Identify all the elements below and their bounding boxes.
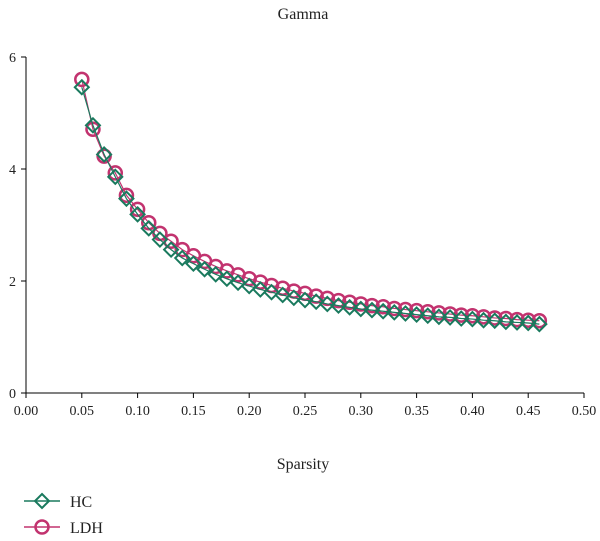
plot-series (73, 71, 548, 333)
legend-item-hc: HC (24, 492, 92, 511)
data-point-hc (330, 297, 347, 315)
x-tick-label: 0.00 (14, 404, 39, 419)
x-tick-label: 0.25 (293, 404, 318, 419)
data-point-hc (251, 280, 269, 298)
data-point-hc (419, 307, 437, 325)
legend-label-hc: HC (70, 494, 92, 511)
data-point-hc (95, 146, 113, 163)
legend-marker-ldh (34, 519, 50, 535)
data-point-hc (408, 306, 426, 324)
data-point-hc (196, 260, 213, 278)
x-tick-label: 0.50 (572, 404, 597, 419)
x-tick-label: 0.20 (237, 404, 262, 419)
data-point-hc (341, 298, 359, 316)
data-point-hc (307, 293, 325, 311)
x-tick-label: 0.05 (70, 404, 95, 419)
data-point-hc (162, 241, 180, 259)
data-point-hc (84, 116, 102, 134)
data-point-hc (184, 255, 202, 273)
series-hc (73, 78, 548, 333)
x-tick-label: 0.40 (460, 404, 485, 419)
x-tick-label: 0.30 (349, 404, 374, 419)
data-point-ldh (74, 71, 90, 88)
data-point-ldh (85, 121, 101, 137)
data-point-hc (385, 303, 403, 321)
data-point-hc (363, 301, 381, 319)
data-point-ldh (118, 187, 135, 204)
data-point-hc (106, 168, 124, 186)
data-point-hc (118, 190, 135, 208)
legend-label-ldh: LDH (70, 520, 103, 537)
y-tick-label: 6 (9, 51, 16, 66)
data-point-hc (452, 310, 470, 327)
data-point-hc (352, 300, 370, 318)
data-point-hc (229, 274, 247, 292)
x-axis-title: Sparsity (277, 456, 329, 473)
data-point-ldh (308, 288, 324, 304)
data-point-hc (73, 78, 91, 96)
data-point-ldh (141, 215, 157, 231)
data-point-hc (296, 291, 314, 309)
chart-title: Gamma (278, 6, 329, 23)
data-point-hc (207, 265, 225, 283)
data-point-hc (218, 270, 236, 288)
data-point-hc (285, 289, 303, 307)
legend: HC LDH (24, 492, 103, 537)
data-point-hc (263, 283, 280, 301)
data-point-ldh (129, 201, 146, 218)
x-tick-label: 0.10 (125, 404, 150, 419)
y-tick-label: 2 (9, 275, 16, 290)
data-point-hc (441, 308, 459, 326)
data-point-hc (475, 311, 492, 329)
y-axis-ticks: 0 2 4 6 (9, 51, 26, 402)
data-point-hc (318, 295, 336, 313)
x-tick-label: 0.15 (181, 404, 206, 419)
data-point-hc (463, 310, 481, 328)
data-point-hc (129, 205, 147, 223)
data-point-hc (151, 231, 169, 248)
data-point-hc (530, 315, 548, 333)
data-point-hc (519, 314, 537, 332)
x-tick-label: 0.35 (404, 404, 429, 419)
x-axis-ticks: 0.00 0.05 0.10 0.15 0.20 0.25 0.30 0.35 0.40 0.45… (14, 393, 597, 419)
data-point-hc (274, 286, 292, 304)
data-point-hc (486, 312, 504, 330)
legend-marker-hc (33, 492, 51, 510)
data-point-hc (430, 308, 448, 326)
data-point-hc (240, 277, 258, 295)
data-point-hc (173, 249, 191, 267)
y-tick-label: 4 (9, 163, 16, 178)
data-point-hc (508, 314, 526, 331)
series-line-ldh (81, 79, 540, 322)
x-tick-label: 0.45 (516, 404, 541, 419)
data-point-hc (497, 313, 515, 331)
legend-item-ldh: LDH (24, 519, 103, 537)
data-point-hc (374, 302, 392, 320)
data-point-hc (397, 305, 414, 322)
series-ldh (74, 71, 548, 329)
data-point-hc (140, 219, 158, 237)
y-tick-label: 0 (9, 387, 16, 402)
data-point-ldh (107, 165, 124, 181)
